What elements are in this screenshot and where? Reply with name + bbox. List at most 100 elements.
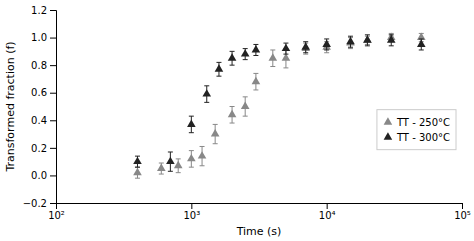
error-bar-cap — [216, 76, 221, 77]
error-bar-cap — [159, 174, 164, 175]
error-bar-cap — [303, 41, 308, 42]
y-tick: −0.2 — [23, 198, 56, 209]
error-bar-cap — [176, 158, 181, 159]
x-tick-label: 10² — [48, 210, 65, 221]
point — [417, 33, 426, 40]
legend-item: TT - 250°C — [384, 117, 450, 128]
error-bar-cap — [283, 67, 288, 68]
error-bar-cap — [200, 165, 205, 166]
point — [363, 35, 372, 42]
error-bar-cap — [270, 66, 275, 67]
y-tick: 0.4 — [31, 115, 56, 126]
error-bar-cap — [324, 49, 329, 50]
x-tick: 10³ — [183, 203, 200, 221]
y-tick-mark — [50, 203, 56, 204]
error-bar-cap — [303, 52, 308, 53]
point — [387, 35, 396, 42]
plot: 10²10³10⁴10⁵−0.20.00.20.40.60.81.01.2Tim… — [4, 5, 471, 238]
legend-label: TT - 300°C — [396, 132, 450, 143]
point — [215, 64, 224, 71]
error-bar-cap — [243, 116, 248, 117]
error-bar-cap — [253, 89, 258, 90]
y-tick-label: 1.0 — [31, 32, 47, 43]
x-axis-line — [57, 204, 463, 210]
error-bar-cap — [200, 146, 205, 147]
y-tick-label: 1.2 — [31, 5, 47, 16]
point — [211, 129, 220, 136]
error-bar-cap — [189, 132, 194, 133]
error-bar-cap — [135, 178, 140, 179]
error-bar-cap — [213, 143, 218, 144]
point — [198, 151, 207, 158]
point — [133, 157, 142, 164]
y-tick: 0.6 — [31, 87, 56, 98]
error-bar-cap — [270, 49, 275, 50]
y-tick-label: 0.4 — [31, 115, 47, 126]
point — [166, 157, 175, 164]
error-bar-cap — [135, 167, 140, 168]
error-bar-cap — [230, 51, 235, 52]
point — [301, 42, 310, 49]
x-tick-mark — [191, 203, 192, 209]
point — [241, 49, 250, 56]
point — [363, 35, 372, 42]
point — [322, 40, 331, 47]
error-bar-cap — [216, 62, 221, 63]
point — [157, 164, 166, 171]
y-tick-label: 0.8 — [31, 60, 47, 71]
error-bar-cap — [159, 163, 164, 164]
point — [252, 45, 261, 52]
error-bar-cap — [389, 45, 394, 46]
error-bar-cap — [389, 34, 394, 35]
y-tick-label: 0.2 — [31, 143, 47, 154]
y-tick-mark — [50, 148, 56, 149]
point — [241, 102, 250, 109]
error-bar-cap — [324, 52, 329, 53]
legend-label: TT - 250°C — [396, 117, 450, 128]
y-tick-label: −0.2 — [23, 198, 47, 209]
legend-box — [377, 110, 456, 150]
y-tick-mark — [50, 38, 56, 39]
y-axis-line — [50, 11, 57, 204]
x-tick-label: 10⁴ — [319, 210, 336, 221]
error-bar-cap — [189, 116, 194, 117]
error-bar-cap — [283, 43, 288, 44]
y-tick: 0.2 — [31, 143, 56, 154]
error-bar-cap — [243, 48, 248, 49]
point — [282, 53, 291, 60]
point — [252, 77, 261, 84]
series — [133, 35, 425, 171]
legend: TT - 250°C TT - 300°C — [377, 110, 456, 150]
error-bar-cap — [348, 48, 353, 49]
y-tick-mark — [50, 175, 56, 176]
legend-item: TT - 300°C — [384, 132, 450, 143]
point — [228, 110, 237, 117]
error-bar-cap — [189, 167, 194, 168]
error-bar-cap — [283, 54, 288, 55]
error-bar-cap — [253, 73, 258, 74]
y-tick: 1.2 — [31, 5, 56, 16]
error-bar-cap — [168, 171, 173, 172]
point — [228, 53, 237, 60]
x-tick-label: 10³ — [183, 210, 200, 221]
error-bar-cap — [253, 44, 258, 45]
point — [269, 53, 278, 60]
point — [202, 89, 211, 96]
point — [174, 161, 183, 168]
legend-symbol — [384, 117, 393, 124]
error-bar-cap — [213, 124, 218, 125]
error-bar-cap — [230, 106, 235, 107]
error-bar-cap — [135, 167, 140, 168]
y-tick-mark — [50, 65, 56, 66]
error-bar-cap — [230, 65, 235, 66]
y-axis-title: Transformed fraction (f) — [4, 41, 17, 172]
error-bar-cap — [365, 45, 370, 46]
error-bar-cap — [168, 151, 173, 152]
error-bar-cap — [419, 49, 424, 50]
x-tick: 10² — [48, 203, 65, 221]
y-tick: 0.8 — [31, 60, 56, 71]
error-bar-cap — [204, 102, 209, 103]
y-tick-label: 0.6 — [31, 87, 47, 98]
error-bar-cap — [348, 47, 353, 48]
y-axis: −0.20.00.20.40.60.81.01.2 — [23, 5, 57, 209]
